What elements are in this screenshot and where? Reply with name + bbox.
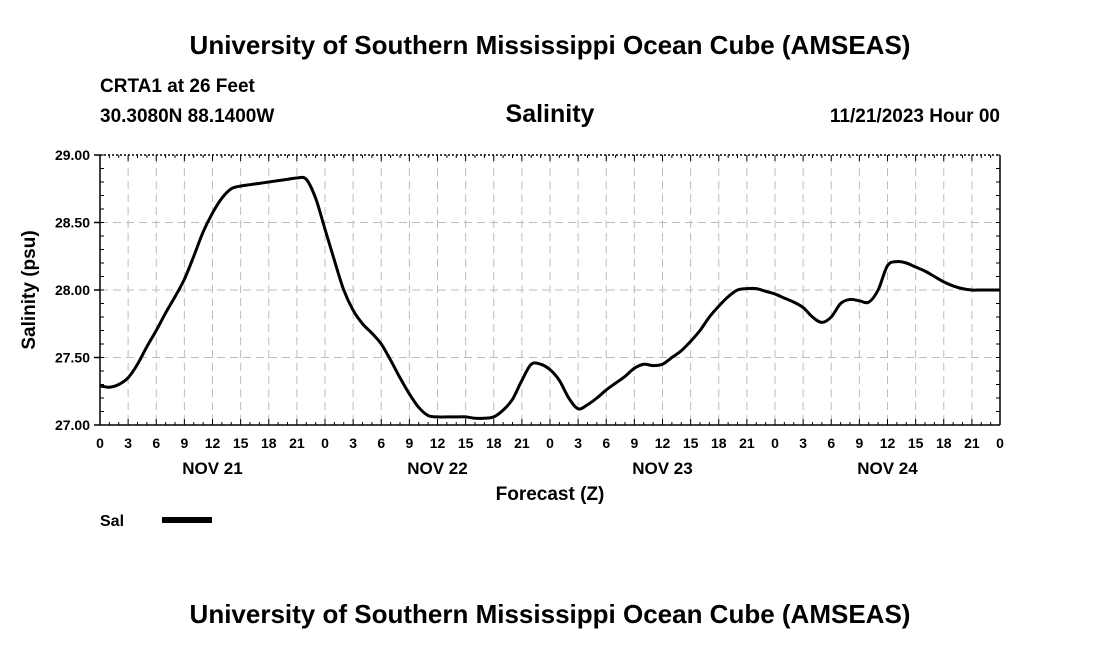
grid-layer (100, 155, 1000, 425)
x-tick-label: 12 (430, 435, 446, 451)
series-layer (99, 175, 1000, 420)
x-tick-label: 9 (405, 435, 413, 451)
x-tick-label: 6 (377, 435, 385, 451)
x-tick-label: 0 (96, 435, 104, 451)
x-tick-label: 0 (771, 435, 779, 451)
x-tick-label: 12 (880, 435, 896, 451)
x-tick-label: 21 (514, 435, 530, 451)
x-tick-label: 15 (233, 435, 249, 451)
legend-label: Sal (100, 513, 124, 530)
x-tick-label: 0 (546, 435, 554, 451)
station-label: CRTA1 at 26 Feet (100, 76, 255, 97)
y-tick-label: 27.00 (55, 417, 90, 433)
x-tick-label: 3 (799, 435, 807, 451)
chart-title: Salinity (505, 100, 595, 128)
x-tick-label: 9 (630, 435, 638, 451)
x-tick-label: 3 (124, 435, 132, 451)
day-label: NOV 22 (407, 459, 467, 478)
y-tick-label: 28.50 (55, 215, 90, 231)
x-tick-label: 15 (908, 435, 924, 451)
x-tick-label: 15 (458, 435, 474, 451)
footer-title: University of Southern Mississippi Ocean… (189, 599, 911, 629)
x-axis-label: Forecast (Z) (496, 484, 605, 505)
x-tick-label: 6 (602, 435, 610, 451)
station-coordinates: 30.3080N 88.1400W (100, 106, 275, 127)
x-tick-label: 21 (289, 435, 305, 451)
x-tick-label: 6 (827, 435, 835, 451)
x-tick-label: 18 (711, 435, 727, 451)
x-tick-label: 15 (683, 435, 699, 451)
x-tick-label: 0 (996, 435, 1004, 451)
day-label: NOV 23 (632, 459, 692, 478)
forecast-datetime: 11/21/2023 Hour 00 (829, 106, 1000, 127)
legend-layer: Sal (100, 513, 212, 530)
y-axis-label: Salinity (psu) (19, 230, 40, 349)
x-tick-label: 21 (739, 435, 755, 451)
x-tick-label: 0 (321, 435, 329, 451)
x-tick-label: 12 (205, 435, 221, 451)
x-tick-label: 6 (152, 435, 160, 451)
page-title: University of Southern Mississippi Ocean… (189, 30, 911, 60)
x-tick-label: 18 (486, 435, 502, 451)
x-tick-label: 9 (180, 435, 188, 451)
day-label: NOV 24 (857, 459, 918, 478)
series-line-sal (99, 175, 1000, 420)
x-tick-label: 3 (574, 435, 582, 451)
x-tick-label: 21 (964, 435, 980, 451)
y-tick-label: 27.50 (55, 350, 90, 366)
x-tick-label: 3 (349, 435, 357, 451)
day-label: NOV 21 (182, 459, 242, 478)
x-tick-label: 9 (855, 435, 863, 451)
label-layer: 27.00 27.50 28.00 28.50 29.00 0 3 6 9 12 15 18 21 0 3 6… (19, 147, 1004, 505)
x-tick-label: 18 (261, 435, 277, 451)
x-tick-label: 18 (936, 435, 952, 451)
x-tick-label: 12 (655, 435, 671, 451)
y-tick-label: 29.00 (55, 147, 90, 163)
y-tick-label: 28.00 (55, 282, 90, 298)
